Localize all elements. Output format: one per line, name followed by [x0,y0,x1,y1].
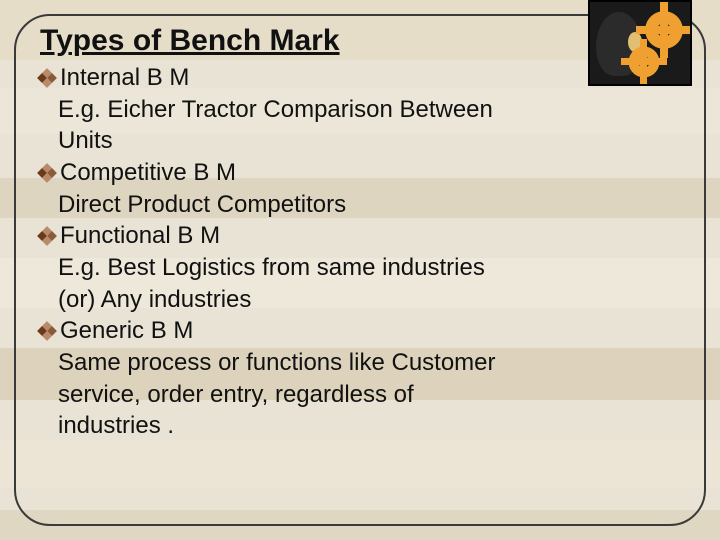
diamond-bullet-icon [37,226,57,246]
diamond-bullet-icon [37,163,57,183]
list-item: Functional B M [40,220,680,252]
item-body-line: E.g. Best Logistics from same industries [40,252,680,284]
item-body-line: E.g. Eicher Tractor Comparison Between [40,94,680,126]
list-item: Competitive B M [40,157,680,189]
slide-title: Types of Bench Mark [40,24,680,58]
item-heading: Competitive B M [60,157,236,189]
item-body-line: Same process or functions like Customer [40,347,680,379]
diamond-bullet-icon [37,321,57,341]
item-body-line: Units [40,125,680,157]
list-item: Internal B M [40,62,680,94]
item-body-line: industries . [40,410,680,442]
item-heading: Internal B M [60,62,189,94]
item-body-line: (or) Any industries [40,284,680,316]
list-item: Generic B M [40,315,680,347]
slide-content: Types of Bench Mark Internal B ME.g. Eic… [40,24,680,442]
item-heading: Generic B M [60,315,193,347]
item-body-line: Direct Product Competitors [40,189,680,221]
item-heading: Functional B M [60,220,220,252]
diamond-bullet-icon [37,68,57,88]
item-body-line: service, order entry, regardless of [40,379,680,411]
slide-body: Internal B ME.g. Eicher Tractor Comparis… [40,62,680,442]
